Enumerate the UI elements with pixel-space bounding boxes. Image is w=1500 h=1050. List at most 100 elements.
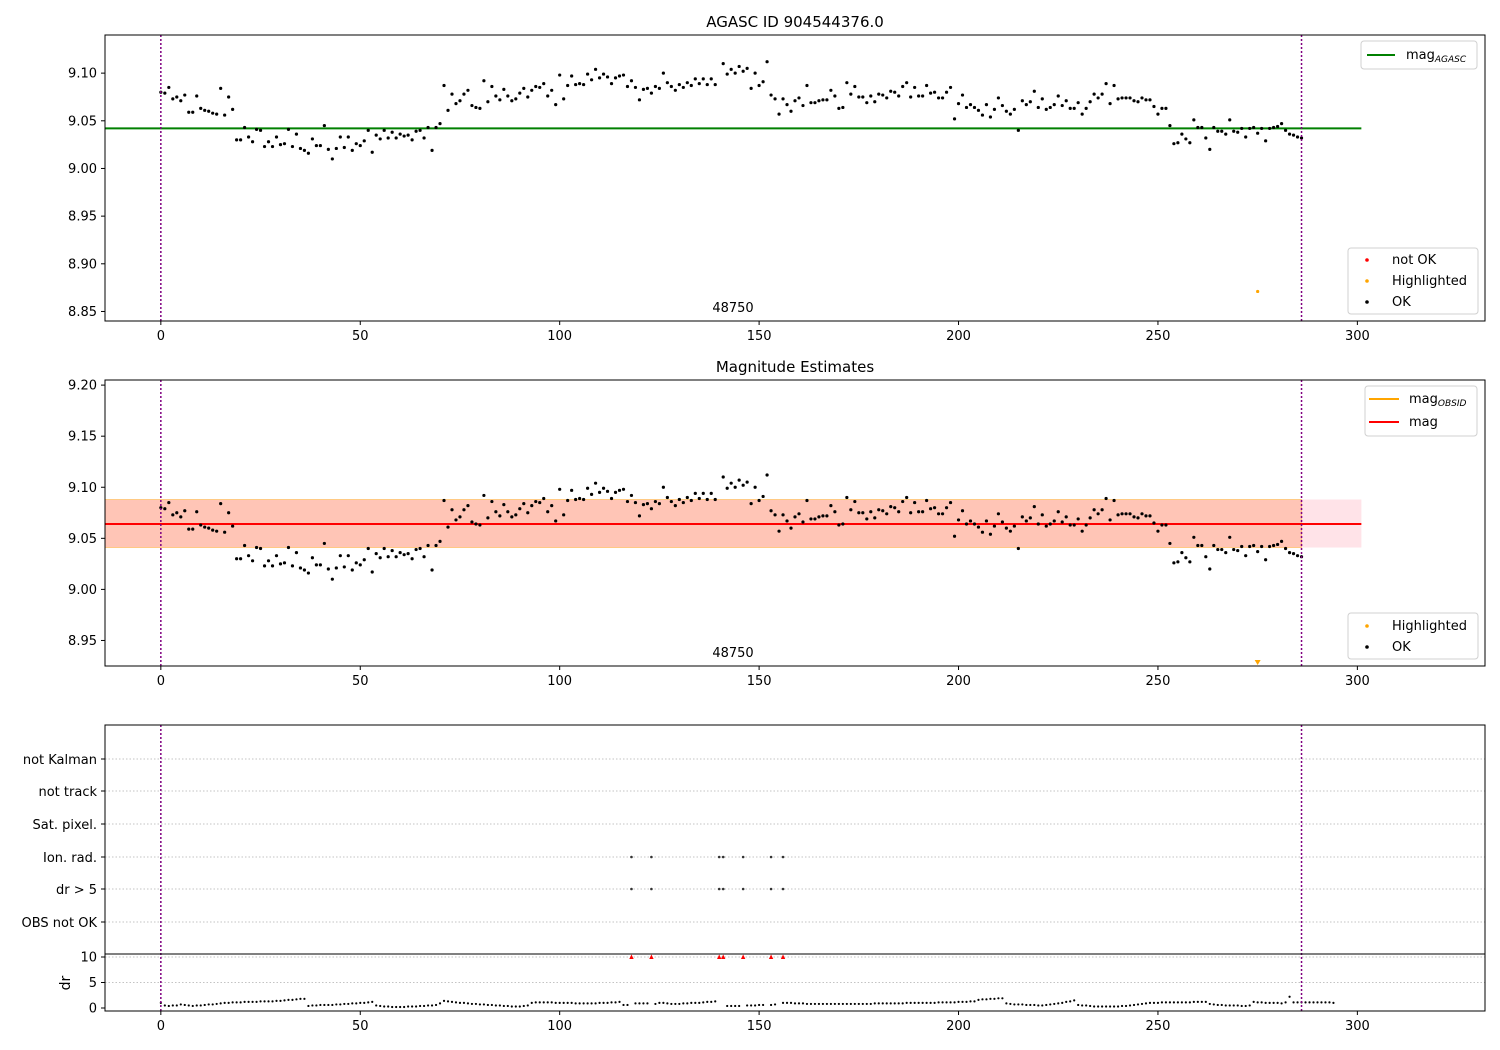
ok-point (1260, 544, 1264, 549)
dr-point (474, 1002, 478, 1006)
ok-point (1008, 112, 1012, 116)
ok-point (518, 91, 522, 95)
ok-point (486, 516, 490, 520)
ok-point (1272, 125, 1276, 130)
dr-point (1232, 1004, 1235, 1007)
x-tick-label: 0 (157, 329, 165, 344)
ok-point (932, 90, 937, 94)
ok-point (346, 135, 350, 139)
ok-point (769, 93, 773, 97)
ok-point (1012, 524, 1016, 528)
ok-point (1172, 561, 1176, 565)
dr-point (706, 1000, 709, 1003)
dr-point (909, 1001, 912, 1005)
dr-point (506, 1004, 509, 1008)
dr-point (833, 1002, 836, 1006)
ok-point (398, 551, 402, 555)
ok-point (1044, 524, 1048, 528)
ok-point (773, 97, 777, 101)
dr-point (1156, 1001, 1160, 1005)
highlighted-point (1256, 289, 1260, 294)
dr-point (339, 1003, 342, 1006)
dr-point (981, 998, 984, 1001)
ok-point (254, 545, 259, 550)
ok-point (1036, 105, 1040, 110)
ok-point (183, 93, 187, 97)
dr-point (319, 1003, 322, 1007)
x-tick-label: 250 (1146, 674, 1171, 689)
ok-point (1164, 523, 1168, 527)
ok-point (917, 510, 921, 514)
ok-point (1252, 125, 1256, 130)
ok-point (873, 516, 877, 520)
dr-point (929, 1001, 932, 1005)
ok-point (478, 106, 482, 111)
ok-point (1100, 508, 1104, 512)
dr-point (247, 1000, 250, 1003)
ok-point (366, 128, 370, 132)
ok-point (865, 517, 869, 521)
ok-point (1108, 102, 1112, 106)
ok-point (298, 146, 303, 151)
ok-point (530, 504, 534, 508)
ok-point (1144, 514, 1148, 518)
ok-point (1144, 98, 1148, 102)
ok-point (745, 66, 749, 70)
ok-point (582, 497, 586, 502)
ok-point (462, 92, 466, 96)
ok-point (354, 142, 358, 146)
ok-point (1104, 496, 1108, 501)
ok-point (302, 148, 307, 152)
flag-point (769, 887, 773, 891)
ok-point (1212, 125, 1216, 130)
dr-point (734, 1004, 737, 1008)
ok-point (163, 91, 167, 95)
dr-point (514, 1005, 517, 1008)
dr-point (574, 1002, 577, 1005)
dr-point (809, 1002, 813, 1006)
ok-point (1188, 560, 1192, 564)
ok-point (1072, 523, 1076, 527)
ok-point (422, 555, 426, 559)
ok-point (637, 98, 642, 102)
ok-point (586, 72, 590, 76)
ok-point (219, 86, 223, 90)
ok-point (1124, 512, 1128, 516)
flag-row-label: dr > 5 (56, 883, 97, 898)
dr-point (215, 1002, 218, 1006)
ok-point (853, 84, 857, 89)
ok-point (1084, 523, 1088, 527)
ok-point (538, 85, 542, 90)
ok-point (797, 96, 801, 100)
dr-point (933, 1001, 936, 1005)
ok-point (430, 148, 434, 152)
dr-point (287, 998, 290, 1001)
ok-point (1236, 130, 1240, 134)
ok-point (825, 514, 829, 518)
dr-point (534, 1001, 537, 1004)
ok-point (338, 554, 342, 558)
ok-point (231, 524, 235, 528)
ok-point (597, 76, 602, 80)
ok-point (1156, 112, 1160, 116)
dr-point (869, 1002, 872, 1006)
ok-point (1172, 142, 1176, 146)
ok-point (1224, 132, 1228, 136)
dr-point (183, 1003, 186, 1007)
ok-point (1248, 544, 1252, 549)
dr-point (1069, 1000, 1072, 1003)
dr-point (315, 1004, 318, 1007)
ok-point (689, 498, 693, 503)
ok-point (641, 87, 646, 91)
ok-point (1032, 505, 1036, 509)
ok-point (925, 498, 929, 503)
ok-point (1299, 136, 1304, 140)
dr-point (255, 1000, 258, 1003)
dr-point (379, 1004, 382, 1008)
ok-point (893, 90, 897, 94)
ok-point (382, 546, 386, 551)
x-tick-label: 200 (946, 329, 971, 344)
dr-point (195, 1004, 198, 1007)
ok-point (179, 515, 183, 519)
ok-point (1108, 518, 1112, 522)
